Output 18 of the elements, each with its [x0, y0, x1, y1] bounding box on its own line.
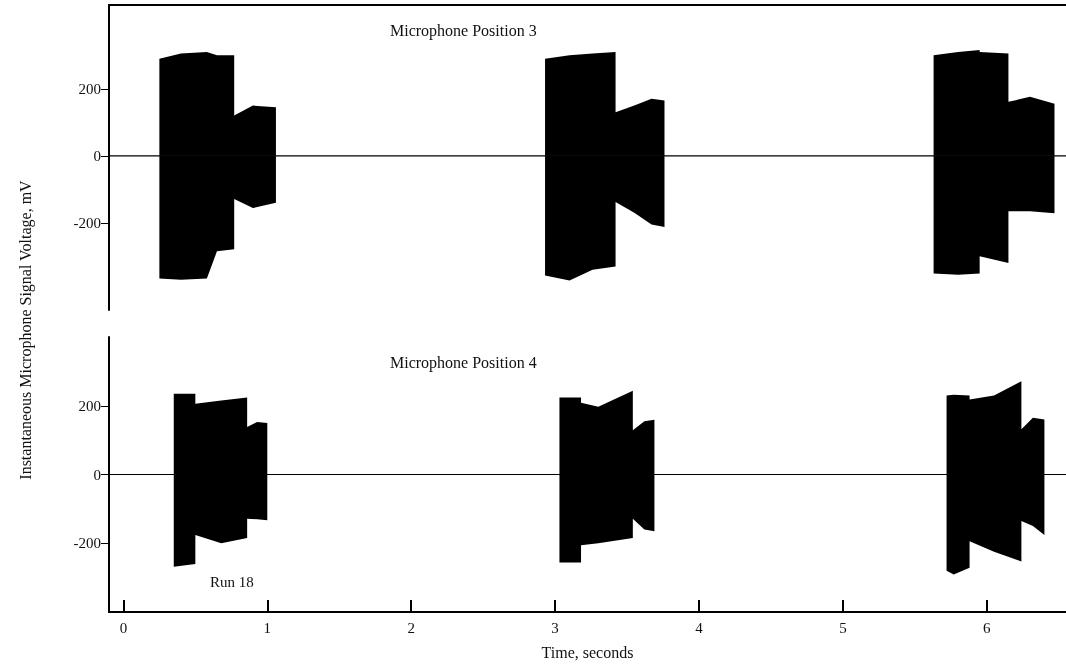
x-tick-label: 5	[839, 619, 847, 636]
y-tick-label: 0	[93, 147, 101, 164]
y-axis-title: Instantaneous Microphone Signal Voltage, mV	[17, 180, 35, 480]
x-tick-label: 3	[551, 619, 559, 636]
x-tick-label: 4	[695, 619, 704, 636]
x-tick-label: 0	[119, 619, 128, 636]
y-tick-label: -200	[73, 214, 101, 231]
x-tick-label: 2	[407, 619, 415, 636]
x-tick-label: 6	[983, 619, 992, 636]
text: Microphone Position 3	[390, 21, 537, 40]
y-tick-label: 200	[78, 397, 101, 414]
text: Microphone Position 4	[390, 353, 537, 372]
x-tick-label: 1	[263, 619, 272, 636]
x-axis-title: Time, seconds	[541, 643, 634, 661]
y-tick-label: 200	[78, 80, 101, 97]
y-tick-label: -200	[73, 535, 101, 552]
annotation: Run 18	[210, 573, 254, 590]
y-tick-label: 0	[93, 466, 101, 483]
